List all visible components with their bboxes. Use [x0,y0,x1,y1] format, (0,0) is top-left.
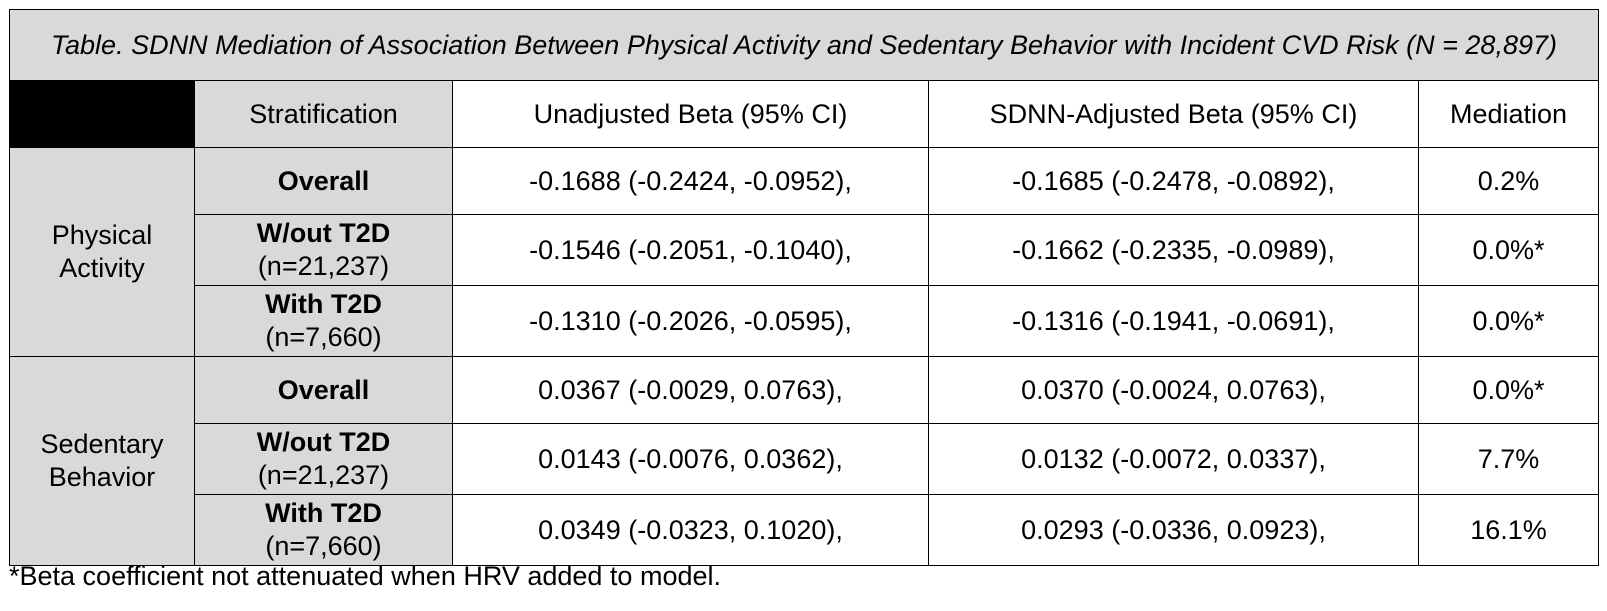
unadjusted-beta-cell: 0.0143 (-0.0076, 0.0362), [452,423,929,495]
stratification-label: With T2D [265,289,382,319]
stratification-count: (n=21,237) [257,251,390,281]
results-table: Table. SDNN Mediation of Association Bet… [8,9,1600,566]
stratification-cell: Overall [194,356,453,424]
group-label-sedentary-behavior: Sedentary Behavior [9,356,195,566]
table-row: W/out T2D (n=21,237) 0.0143 (-0.0076, 0.… [10,423,1600,495]
table-row: Sedentary Behavior Overall 0.0367 (-0.00… [9,356,1600,566]
mediation-cell: 0.0%* [1417,214,1600,286]
stratification-cell: W/out T2D (n=21,237) [194,423,453,495]
adjusted-beta-cell: -0.1316 (-0.1941, -0.0691), [928,285,1419,357]
unadjusted-beta-cell: -0.1688 (-0.2424, -0.0952), [452,147,929,215]
stratification-cell: W/out T2D (n=21,237) [194,214,453,286]
stratification-count: (n=7,660) [265,322,382,352]
adjusted-beta-cell: 0.0132 (-0.0072, 0.0337), [928,423,1419,495]
header-stratification: Stratification [194,80,453,148]
stratification-label: With T2D [265,498,382,528]
mediation-cell: 0.0%* [1417,285,1600,357]
table-row: With T2D (n=7,660) 0.0349 (-0.0323, 0.10… [10,494,1600,566]
stratification-cell: With T2D (n=7,660) [194,285,453,357]
header-unadjusted-beta: Unadjusted Beta (95% CI) [452,80,929,148]
unadjusted-beta-cell: 0.0367 (-0.0029, 0.0763), [452,356,929,424]
stratification-label: W/out T2D [256,218,391,248]
group-label-physical-activity: Physical Activity [9,147,195,357]
mediation-cell: 0.0%* [1417,356,1600,424]
corner-cell [9,80,195,148]
header-row: Stratification Unadjusted Beta (95% CI) … [9,80,1600,148]
table-title: Table. SDNN Mediation of Association Bet… [8,9,1600,81]
adjusted-beta-cell: 0.0293 (-0.0336, 0.0923), [928,494,1419,566]
unadjusted-beta-cell: 0.0349 (-0.0323, 0.1020), [452,494,929,566]
mediation-cell: 7.7% [1417,423,1600,495]
mediation-cell: 16.1% [1417,494,1600,566]
stratification-label: Overall [277,165,370,196]
adjusted-beta-cell: -0.1685 (-0.2478, -0.0892), [928,147,1419,215]
stratification-count: (n=21,237) [257,460,390,490]
header-sdnn-adjusted-beta: SDNN-Adjusted Beta (95% CI) [928,80,1419,148]
stratification-count: (n=7,660) [265,531,382,561]
mediation-cell: 0.2% [1417,147,1600,215]
unadjusted-beta-cell: -0.1310 (-0.2026, -0.0595), [452,285,929,357]
header-mediation: Mediation [1417,80,1600,148]
table-footnote: *Beta coefficient not attenuated when HR… [9,561,721,591]
unadjusted-beta-cell: -0.1546 (-0.2051, -0.1040), [452,214,929,286]
table-row: W/out T2D (n=21,237) -0.1546 (-0.2051, -… [10,214,1600,286]
adjusted-beta-cell: 0.0370 (-0.0024, 0.0763), [928,356,1419,424]
table-row: Physical Activity Overall -0.1688 (-0.24… [9,147,1600,357]
stratification-label: W/out T2D [256,427,391,457]
adjusted-beta-cell: -0.1662 (-0.2335, -0.0989), [928,214,1419,286]
stratification-label: Overall [277,374,370,405]
table-row: With T2D (n=7,660) -0.1310 (-0.2026, -0.… [10,285,1600,357]
stratification-cell: Overall [194,147,453,215]
stratification-cell: With T2D (n=7,660) [194,494,453,566]
